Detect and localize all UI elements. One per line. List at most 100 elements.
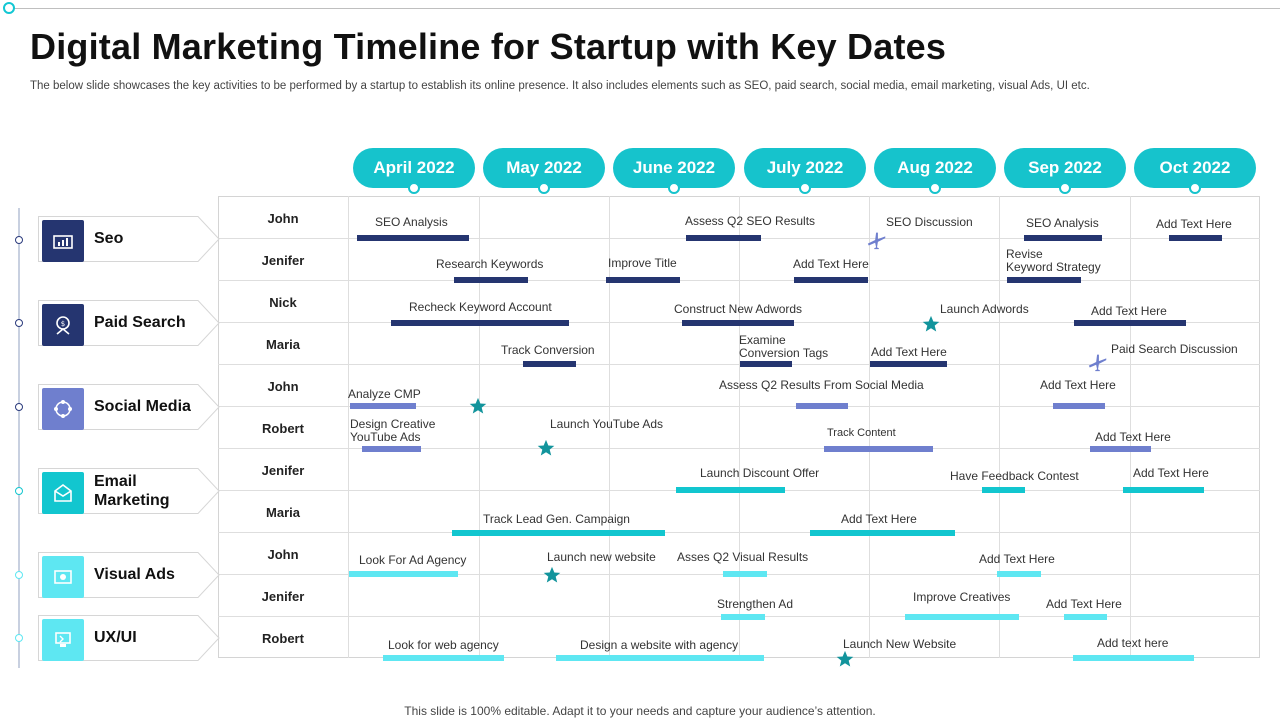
task-label: Examine Conversion Tags	[739, 333, 829, 360]
visual-ads-icon	[42, 556, 84, 598]
category-spine	[18, 208, 20, 668]
category-email-marketing: Email Marketing	[38, 468, 220, 514]
task-bar	[682, 320, 794, 326]
month-dot	[1059, 182, 1071, 194]
task-label: Add Text Here	[979, 552, 1055, 566]
milestone-star-icon	[537, 439, 555, 456]
category-visual-ads: Visual Ads	[38, 552, 220, 598]
assignee-name: Maria	[266, 505, 300, 520]
seo-chart-icon	[42, 220, 84, 262]
task-label: Paid Search Discussion	[1111, 342, 1238, 356]
task-label: Revise Keyword Strategy	[1006, 247, 1101, 274]
task-label: Design a website with agency	[580, 638, 739, 652]
task-bar	[1169, 235, 1222, 241]
task-label: Recheck Keyword Account	[409, 300, 552, 314]
task-label: Look for web agency	[388, 638, 499, 652]
top-rule	[14, 8, 1280, 9]
task-bar	[1064, 614, 1107, 620]
spine-dot	[15, 403, 23, 411]
spine-dot	[15, 634, 23, 642]
paid-search-icon: $	[42, 304, 84, 346]
task-label: Have Feedback Contest	[950, 469, 1079, 483]
month-pill-jul: July 2022	[744, 148, 866, 188]
page-title: Digital Marketing Timeline for Startup w…	[30, 26, 947, 67]
task-bar	[606, 277, 680, 283]
ux-ui-icon	[42, 619, 84, 661]
task-bar	[454, 277, 528, 283]
task-label: SEO Discussion	[886, 215, 973, 229]
task-label: Track Lead Gen. Campaign	[483, 512, 630, 526]
task-bar	[362, 446, 421, 452]
category-label: Seo	[94, 230, 124, 247]
month-dot	[929, 182, 941, 194]
category-label: UX/UI	[94, 629, 137, 646]
task-label: Add Text Here	[1091, 304, 1167, 318]
month-dot	[799, 182, 811, 194]
task-bar	[905, 614, 1019, 620]
assignee-name: Jenifer	[261, 589, 305, 604]
task-bar	[1073, 655, 1194, 661]
month-dot	[408, 182, 420, 194]
task-label: Add Text Here	[871, 345, 947, 359]
milestone-star-icon	[836, 650, 854, 667]
task-bar	[452, 530, 665, 536]
task-bar	[870, 361, 947, 367]
assignee-name: Robert	[262, 631, 304, 646]
assignee-name: Jenifer	[261, 463, 305, 478]
task-bar	[1090, 446, 1151, 452]
grid-col-line	[869, 196, 870, 658]
category-label: Email Marketing	[94, 473, 170, 509]
grid-col-line	[739, 196, 740, 658]
category-label: Social Media	[94, 398, 191, 415]
task-label: Add Text Here	[1046, 597, 1122, 611]
spine-dot	[15, 571, 23, 579]
task-bar	[982, 487, 1025, 493]
task-bar	[556, 655, 764, 661]
month-dot	[668, 182, 680, 194]
assignee-name: Nick	[269, 295, 297, 310]
task-label: Launch New Website	[843, 637, 957, 651]
task-label: Asses Q2 Visual Results	[677, 550, 809, 564]
task-label: Add Text Here	[1095, 430, 1171, 444]
task-bar	[796, 403, 848, 409]
top-circle-decoration	[3, 2, 15, 14]
task-label: Track Content	[827, 427, 896, 439]
category-seo: Seo	[38, 216, 220, 262]
footer-note: This slide is 100% editable. Adapt it to…	[404, 704, 876, 718]
task-bar	[740, 361, 792, 367]
grid-col-line	[348, 196, 349, 658]
milestone-star-icon	[469, 397, 487, 414]
task-label: Add Text Here	[793, 257, 869, 271]
task-bar	[676, 487, 785, 493]
task-bar	[723, 571, 767, 577]
month-dot	[1189, 182, 1201, 194]
milestone-star-icon	[543, 566, 561, 583]
task-label: Track Conversion	[501, 343, 595, 357]
task-label: Assess Q2 SEO Results	[685, 214, 816, 228]
month-pill-apr: April 2022	[353, 148, 475, 188]
category-social-media: Social Media	[38, 384, 220, 430]
task-bar	[357, 235, 469, 241]
task-bar	[997, 571, 1041, 577]
task-bar	[824, 446, 933, 452]
task-bar	[1074, 320, 1186, 326]
task-bar	[794, 277, 868, 283]
task-label: Add text here	[1097, 636, 1169, 650]
task-bar	[350, 403, 416, 409]
task-label: Add Text Here	[1156, 217, 1232, 231]
task-label: Improve Title	[608, 256, 677, 270]
grid-col-line	[1130, 196, 1131, 658]
task-bar	[1123, 487, 1204, 493]
task-bar	[349, 571, 458, 577]
task-label: Analyze CMP	[348, 387, 421, 401]
airplane-icon	[1088, 354, 1107, 372]
month-pill-aug: Aug 2022	[874, 148, 996, 188]
task-label: SEO Analysis	[375, 215, 448, 229]
grid-col-line	[999, 196, 1000, 658]
task-label: Look For Ad Agency	[359, 553, 467, 567]
task-label: Add Text Here	[1040, 378, 1116, 392]
task-bar	[810, 530, 955, 536]
task-label: Add Text Here	[1133, 466, 1209, 480]
email-icon	[42, 472, 84, 514]
assignee-name: John	[267, 379, 299, 394]
